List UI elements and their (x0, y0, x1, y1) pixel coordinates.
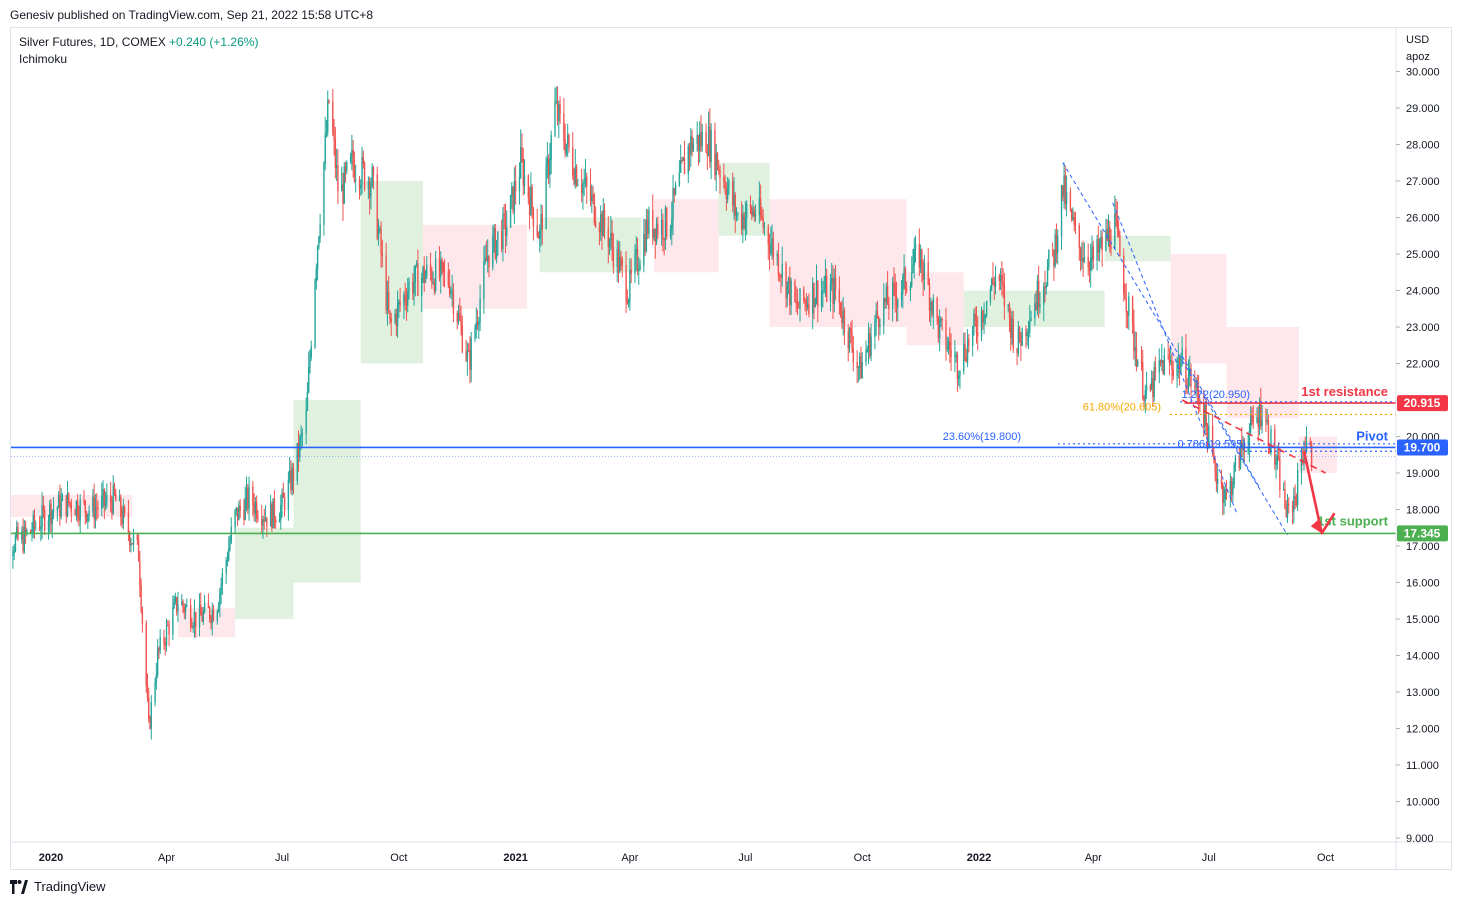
drawings: 1st resistance Pivot 1st support 23.60%(19.… (11, 162, 1396, 536)
axes: 9.000 10.000 11.000 12.000 13.000 14.000 15.00… (10, 28, 1452, 870)
y-tick-label: 30.000 (1406, 67, 1440, 79)
cloud-segment (235, 527, 294, 619)
x-tick-label: Jul (1202, 852, 1216, 864)
channel-line (1181, 355, 1260, 488)
price-change: +0.240 (+1.26%) (169, 35, 259, 49)
y-tick-label: 26.000 (1406, 213, 1440, 225)
y-tick-label: 16.000 (1406, 578, 1440, 590)
indicator-legend[interactable]: Ichimoku (19, 52, 68, 66)
level-label: Pivot (1356, 428, 1388, 443)
tradingview-footer[interactable]: TradingView (10, 879, 106, 894)
candles (12, 86, 1313, 740)
fib-label: 61.80%(20.605) (1083, 401, 1161, 413)
trendline-resistance (1181, 399, 1326, 474)
price-label: 17.345 (1404, 526, 1441, 540)
y-tick-label: 25.000 (1406, 249, 1440, 261)
x-tick-label: 2022 (967, 852, 991, 864)
y-tick-label: 11.000 (1406, 760, 1439, 772)
price-label-box (1397, 525, 1448, 542)
axis-sub-label: apoz (1406, 51, 1430, 63)
cloud-segment (360, 181, 423, 364)
y-tick-label: 27.000 (1406, 176, 1440, 188)
cloud-segment (422, 224, 528, 309)
level-label: 1st support (1317, 513, 1388, 528)
fib-label: 23.60%(19.800) (943, 431, 1021, 443)
y-tick-label: 13.000 (1406, 687, 1440, 699)
y-tick-label: 29.000 (1406, 103, 1440, 115)
y-tick-label: 12.000 (1406, 724, 1440, 736)
x-tick-label: Apr (621, 852, 638, 864)
y-tick-label: 18.000 (1406, 505, 1440, 517)
cloud-segment (906, 272, 964, 346)
x-tick-label: 2021 (503, 852, 527, 864)
price-label-box (1397, 395, 1448, 412)
fib-label: 1.272(20.950) (1182, 389, 1251, 401)
chart-frame (10, 27, 1452, 870)
x-tick-label: Jul (738, 852, 752, 864)
y-tick-label: 15.000 (1406, 614, 1440, 626)
y-tick-label: 9.000 (1406, 833, 1434, 845)
channel-line (1062, 162, 1288, 536)
x-tick-label: Oct (390, 852, 407, 864)
cloud-segment (654, 199, 719, 273)
y-tick-label: 17.000 (1406, 541, 1440, 553)
symbol-name: Silver Futures, 1D, COMEX (19, 35, 166, 49)
y-tick-label: 24.000 (1406, 286, 1440, 298)
y-tick-label: 10.000 (1406, 797, 1440, 809)
x-tick-label: 2020 (39, 852, 63, 864)
cloud-segment (1226, 327, 1299, 419)
publisher-line: Genesiv published on TradingView.com, Se… (10, 8, 374, 22)
price-label: 19.700 (1404, 440, 1441, 454)
level-label: 1st resistance (1301, 384, 1388, 399)
x-tick-label: Apr (158, 852, 175, 864)
footer-brand: TradingView (34, 879, 106, 894)
y-tick-label: 28.000 (1406, 140, 1440, 152)
symbol-legend: Silver Futures, 1D, COMEX +0.240 (+1.26%… (19, 35, 258, 49)
price-label-box (1397, 439, 1448, 456)
tradingview-logo-icon (10, 879, 28, 894)
cloud-segment (1170, 254, 1227, 364)
projection-arrowhead (1310, 519, 1322, 534)
x-tick-label: Jul (275, 852, 289, 864)
y-tick-label: 22.000 (1406, 359, 1440, 371)
channel-line (1112, 202, 1238, 516)
currency-label: USD (1406, 34, 1430, 46)
price-label: 20.915 (1404, 396, 1441, 410)
y-tick-label: 23.000 (1406, 322, 1440, 334)
ichimoku-cloud (11, 162, 1337, 638)
y-tick-label: 19.000 (1406, 468, 1440, 480)
x-tick-label: Apr (1085, 852, 1102, 864)
cloud-segment (539, 217, 642, 273)
fib-label: 0.786(19.595) (1178, 438, 1247, 450)
cloud-segment (177, 608, 236, 638)
y-tick-label: 14.000 (1406, 651, 1440, 663)
x-tick-label: Oct (1317, 852, 1334, 864)
cloud-segment (1104, 235, 1171, 262)
x-tick-label: Oct (854, 852, 871, 864)
cloud-segment (293, 400, 361, 583)
